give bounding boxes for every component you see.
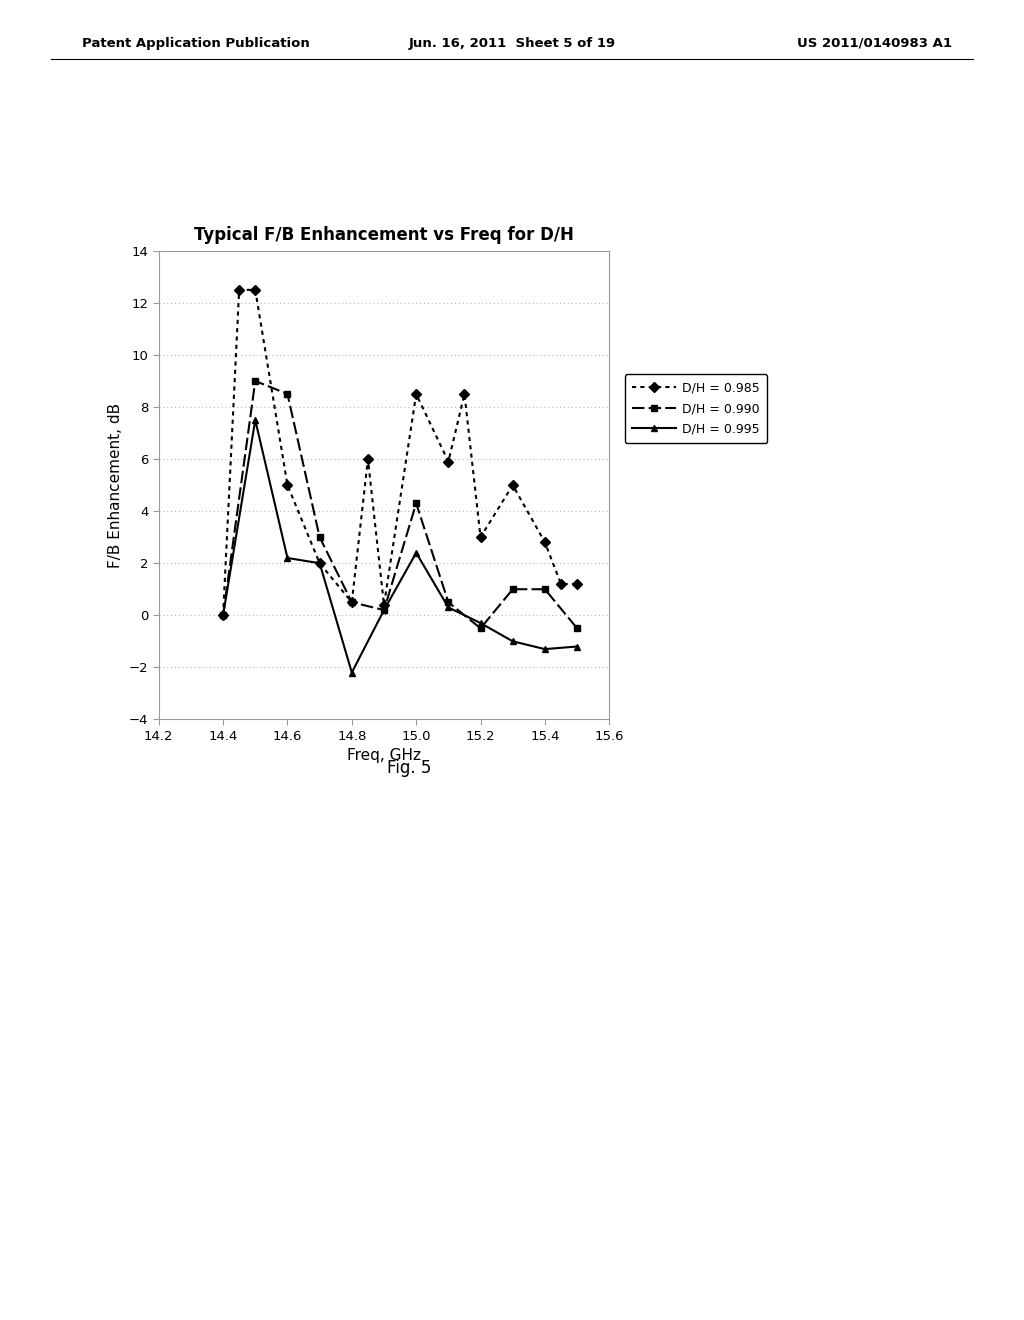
Title: Typical F/B Enhancement vs Freq for D/H: Typical F/B Enhancement vs Freq for D/H bbox=[195, 226, 573, 244]
D/H = 0.985 bbox=[459, 385, 471, 401]
D/H = 0.985 bbox=[217, 607, 229, 623]
Text: Jun. 16, 2011  Sheet 5 of 19: Jun. 16, 2011 Sheet 5 of 19 bbox=[409, 37, 615, 50]
D/H = 0.995 bbox=[217, 607, 229, 623]
D/H = 0.990 bbox=[442, 594, 455, 610]
Text: Fig. 5: Fig. 5 bbox=[387, 759, 432, 777]
D/H = 0.985 bbox=[249, 282, 261, 298]
D/H = 0.995 bbox=[539, 642, 551, 657]
D/H = 0.995 bbox=[507, 634, 519, 649]
D/H = 0.990 bbox=[474, 620, 486, 636]
D/H = 0.995 bbox=[282, 550, 294, 566]
D/H = 0.995 bbox=[346, 664, 358, 681]
Legend: D/H = 0.985, D/H = 0.990, D/H = 0.995: D/H = 0.985, D/H = 0.990, D/H = 0.995 bbox=[625, 374, 767, 444]
D/H = 0.995 bbox=[410, 545, 422, 561]
D/H = 0.985 bbox=[346, 594, 358, 610]
D/H = 0.985 bbox=[313, 556, 326, 572]
Line: D/H = 0.995: D/H = 0.995 bbox=[219, 417, 581, 676]
Line: D/H = 0.990: D/H = 0.990 bbox=[219, 378, 581, 632]
D/H = 0.990 bbox=[346, 594, 358, 610]
D/H = 0.985 bbox=[233, 282, 246, 298]
D/H = 0.985 bbox=[474, 529, 486, 545]
D/H = 0.990 bbox=[539, 581, 551, 597]
D/H = 0.985 bbox=[571, 576, 584, 591]
D/H = 0.995 bbox=[442, 599, 455, 615]
Line: D/H = 0.985: D/H = 0.985 bbox=[219, 286, 581, 619]
D/H = 0.985 bbox=[282, 478, 294, 494]
Y-axis label: F/B Enhancement, dB: F/B Enhancement, dB bbox=[109, 403, 123, 568]
D/H = 0.990 bbox=[313, 529, 326, 545]
D/H = 0.990 bbox=[378, 602, 390, 618]
D/H = 0.995 bbox=[249, 412, 261, 428]
D/H = 0.990 bbox=[410, 495, 422, 511]
D/H = 0.990 bbox=[571, 620, 584, 636]
D/H = 0.985 bbox=[410, 385, 422, 401]
Text: Patent Application Publication: Patent Application Publication bbox=[82, 37, 309, 50]
D/H = 0.985 bbox=[442, 454, 455, 470]
D/H = 0.990 bbox=[282, 385, 294, 401]
D/H = 0.995 bbox=[378, 602, 390, 618]
X-axis label: Freq, GHz: Freq, GHz bbox=[347, 748, 421, 763]
D/H = 0.990 bbox=[249, 374, 261, 389]
D/H = 0.995 bbox=[313, 556, 326, 572]
Text: US 2011/0140983 A1: US 2011/0140983 A1 bbox=[798, 37, 952, 50]
D/H = 0.995 bbox=[474, 615, 486, 631]
D/H = 0.985 bbox=[378, 597, 390, 612]
D/H = 0.985 bbox=[507, 478, 519, 494]
D/H = 0.990 bbox=[507, 581, 519, 597]
D/H = 0.995 bbox=[571, 639, 584, 655]
D/H = 0.985 bbox=[361, 451, 374, 467]
D/H = 0.990 bbox=[217, 607, 229, 623]
D/H = 0.985 bbox=[539, 535, 551, 550]
D/H = 0.985 bbox=[555, 576, 567, 591]
